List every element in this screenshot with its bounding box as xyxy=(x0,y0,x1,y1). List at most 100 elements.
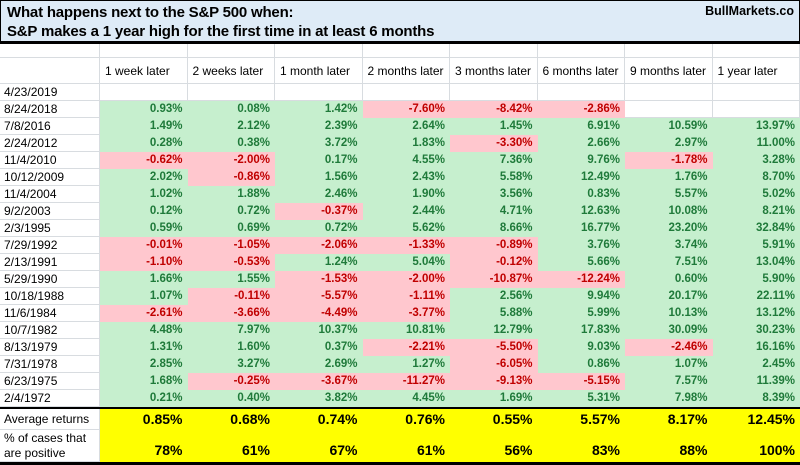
return-cell[interactable]: 1.83% xyxy=(362,135,450,152)
empty-return-cell[interactable] xyxy=(625,84,713,101)
return-cell[interactable]: 30.23% xyxy=(712,322,800,339)
date-cell[interactable]: 7/31/1978 xyxy=(0,356,100,373)
return-cell[interactable]: 0.86% xyxy=(537,356,625,373)
return-cell[interactable]: -4.49% xyxy=(275,305,363,322)
return-cell[interactable]: 0.59% xyxy=(100,220,188,237)
return-cell[interactable]: -11.27% xyxy=(362,373,450,390)
return-cell[interactable]: 2.43% xyxy=(362,169,450,186)
return-cell[interactable]: 1.66% xyxy=(100,271,188,288)
return-cell[interactable]: 30.09% xyxy=(625,322,713,339)
return-cell[interactable]: -0.25% xyxy=(187,373,275,390)
return-cell[interactable]: 0.17% xyxy=(275,152,363,169)
return-cell[interactable]: 22.11% xyxy=(712,288,800,305)
date-cell[interactable]: 7/29/1992 xyxy=(0,237,100,254)
return-cell[interactable]: 1.56% xyxy=(275,169,363,186)
empty-cell[interactable] xyxy=(275,44,363,58)
column-header-cell[interactable]: 9 months later xyxy=(625,58,713,84)
column-header-cell[interactable]: 2 months later xyxy=(362,58,450,84)
average-return-cell[interactable]: 0.74% xyxy=(275,409,363,430)
empty-cell[interactable] xyxy=(187,44,275,58)
date-cell[interactable]: 2/4/1972 xyxy=(0,390,100,407)
return-cell[interactable]: 1.02% xyxy=(100,186,188,203)
date-cell[interactable]: 10/12/2009 xyxy=(0,169,100,186)
column-header-cell[interactable]: 3 months later xyxy=(450,58,538,84)
return-cell[interactable]: 0.28% xyxy=(100,135,188,152)
return-cell[interactable]: 2.69% xyxy=(275,356,363,373)
return-cell[interactable]: 13.12% xyxy=(712,305,800,322)
return-cell[interactable]: 2.45% xyxy=(712,356,800,373)
return-cell[interactable]: 2.97% xyxy=(625,135,713,152)
date-cell[interactable]: 5/29/1990 xyxy=(0,271,100,288)
return-cell[interactable]: 10.08% xyxy=(625,203,713,220)
return-cell[interactable]: 2.39% xyxy=(275,118,363,135)
return-cell[interactable]: -12.24% xyxy=(537,271,625,288)
return-cell[interactable]: 17.83% xyxy=(537,322,625,339)
empty-return-cell[interactable] xyxy=(275,84,363,101)
return-cell[interactable]: 1.68% xyxy=(100,373,188,390)
percent-positive-cell[interactable]: 78% xyxy=(100,430,188,462)
column-header-cell[interactable]: 6 months later xyxy=(537,58,625,84)
return-cell[interactable]: 7.98% xyxy=(625,390,713,407)
average-return-cell[interactable]: 8.17% xyxy=(625,409,713,430)
return-cell[interactable]: 3.82% xyxy=(275,390,363,407)
return-cell[interactable]: 4.71% xyxy=(450,203,538,220)
average-return-cell[interactable]: 12.45% xyxy=(712,409,800,430)
return-cell[interactable]: 1.45% xyxy=(450,118,538,135)
return-cell[interactable]: 5.31% xyxy=(537,390,625,407)
column-header-cell[interactable]: 1 month later xyxy=(275,58,363,84)
average-return-cell[interactable]: 5.57% xyxy=(537,409,625,430)
empty-return-cell[interactable] xyxy=(712,84,800,101)
return-cell[interactable]: 0.72% xyxy=(275,220,363,237)
percent-positive-cell[interactable]: 100% xyxy=(712,430,800,462)
return-cell[interactable]: 20.17% xyxy=(625,288,713,305)
return-cell[interactable]: 1.76% xyxy=(625,169,713,186)
return-cell[interactable]: -5.50% xyxy=(450,339,538,356)
column-header-cell[interactable]: 1 week later xyxy=(100,58,188,84)
date-cell[interactable]: 11/4/2010 xyxy=(0,152,100,169)
return-cell[interactable]: -2.00% xyxy=(362,271,450,288)
return-cell[interactable]: 5.62% xyxy=(362,220,450,237)
row-header-corner-cell[interactable] xyxy=(0,58,100,84)
return-cell[interactable]: -2.61% xyxy=(100,305,188,322)
return-cell[interactable]: -0.11% xyxy=(187,288,275,305)
empty-return-cell[interactable] xyxy=(712,101,800,118)
empty-return-cell[interactable] xyxy=(362,84,450,101)
return-cell[interactable]: 10.59% xyxy=(625,118,713,135)
date-cell[interactable]: 11/6/1984 xyxy=(0,305,100,322)
return-cell[interactable]: 8.21% xyxy=(712,203,800,220)
return-cell[interactable]: -2.21% xyxy=(362,339,450,356)
empty-return-cell[interactable] xyxy=(100,84,188,101)
return-cell[interactable]: 12.79% xyxy=(450,322,538,339)
average-returns-label[interactable]: Average returns xyxy=(0,409,100,430)
return-cell[interactable]: 0.12% xyxy=(100,203,188,220)
return-cell[interactable]: -10.87% xyxy=(450,271,538,288)
return-cell[interactable]: 0.40% xyxy=(187,390,275,407)
return-cell[interactable]: 1.55% xyxy=(187,271,275,288)
return-cell[interactable]: 6.91% xyxy=(537,118,625,135)
return-cell[interactable]: 3.74% xyxy=(625,237,713,254)
return-cell[interactable]: -1.78% xyxy=(625,152,713,169)
percent-positive-cell[interactable]: 67% xyxy=(275,430,363,462)
return-cell[interactable]: 10.81% xyxy=(362,322,450,339)
return-cell[interactable]: 11.00% xyxy=(712,135,800,152)
return-cell[interactable]: 13.97% xyxy=(712,118,800,135)
return-cell[interactable]: 2.12% xyxy=(187,118,275,135)
date-cell[interactable]: 4/23/2019 xyxy=(0,84,100,101)
return-cell[interactable]: -0.12% xyxy=(450,254,538,271)
return-cell[interactable]: 1.07% xyxy=(100,288,188,305)
return-cell[interactable]: 2.46% xyxy=(275,186,363,203)
return-cell[interactable]: 4.45% xyxy=(362,390,450,407)
percent-positive-cell[interactable]: 88% xyxy=(625,430,713,462)
empty-cell[interactable] xyxy=(100,44,188,58)
percent-positive-cell[interactable]: 83% xyxy=(537,430,625,462)
empty-return-cell[interactable] xyxy=(537,84,625,101)
return-cell[interactable]: -2.86% xyxy=(537,101,625,118)
return-cell[interactable]: 7.36% xyxy=(450,152,538,169)
return-cell[interactable]: -5.15% xyxy=(537,373,625,390)
empty-cell[interactable] xyxy=(450,44,538,58)
return-cell[interactable]: -0.01% xyxy=(100,237,188,254)
return-cell[interactable]: 1.60% xyxy=(187,339,275,356)
return-cell[interactable]: 1.88% xyxy=(187,186,275,203)
return-cell[interactable]: 3.27% xyxy=(187,356,275,373)
return-cell[interactable]: 32.84% xyxy=(712,220,800,237)
